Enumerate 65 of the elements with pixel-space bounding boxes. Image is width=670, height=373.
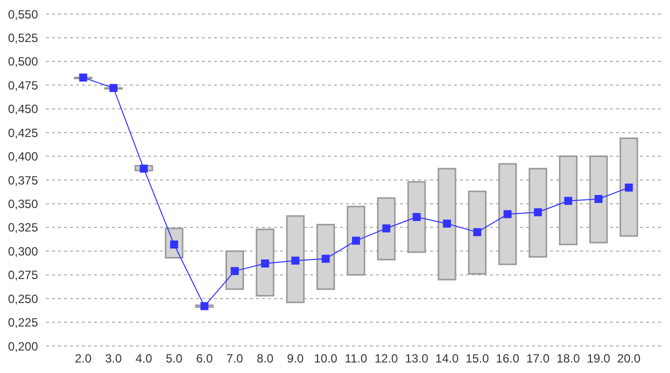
x-tick-label: 16.0 (496, 352, 520, 366)
point (200, 302, 208, 310)
point (504, 210, 512, 218)
x-tick-label: 3.0 (105, 352, 122, 366)
point (624, 184, 633, 192)
x-tick-label: 20.0 (617, 352, 641, 366)
bar (468, 190, 487, 275)
x-tick-label: 19.0 (586, 352, 611, 366)
point (230, 267, 239, 276)
x-tick-label: 10.0 (314, 352, 338, 366)
point (261, 259, 270, 268)
x-tick-label: 9.0 (287, 352, 304, 366)
x-tick-label: 11.0 (344, 352, 368, 366)
point (322, 254, 330, 263)
y-tick-label: 0,275 (8, 268, 38, 282)
x-tick-label: 7.0 (226, 352, 244, 366)
point (291, 256, 300, 265)
point (79, 74, 88, 82)
bar (620, 138, 638, 237)
point (352, 236, 360, 245)
x-tick-label: 6.0 (196, 352, 214, 366)
bar (438, 168, 456, 280)
point (412, 212, 421, 221)
x-tick-label: 4.0 (135, 352, 152, 366)
y-tick-label: 0,475 (8, 78, 38, 92)
y-tick-label: 0,425 (8, 126, 38, 140)
y-tick-label: 0,375 (8, 173, 38, 188)
x-tick-label: 18.0 (556, 352, 580, 366)
x-tick-label: 14.0 (435, 352, 459, 366)
x-tick-label: 12.0 (374, 352, 398, 366)
bar (316, 224, 335, 290)
y-tick-label: 0,500 (8, 54, 38, 69)
bar (589, 156, 608, 244)
bar (286, 215, 305, 304)
y-tick-label: 0,525 (8, 30, 38, 45)
y-tick-label: 0,300 (8, 244, 38, 258)
bar (377, 197, 396, 260)
y-tick-label: 0,450 (8, 102, 38, 116)
y-tick-label: 0,400 (8, 150, 38, 164)
bar (528, 168, 548, 258)
bar (256, 228, 274, 296)
y-tick-label: 0,325 (8, 220, 38, 235)
point (564, 196, 572, 205)
bar (407, 181, 426, 253)
point (473, 228, 482, 236)
y-tick-label: 0,200 (8, 339, 38, 354)
x-tick-label: 13.0 (404, 352, 429, 366)
bar (498, 163, 517, 266)
point (140, 164, 148, 173)
point (442, 220, 451, 228)
point (594, 194, 603, 203)
point (534, 208, 542, 216)
x-tick-label: 15.0 (466, 352, 490, 366)
x-tick-label: 8.0 (256, 352, 274, 366)
y-tick-label: 0,350 (8, 196, 38, 211)
x-tick-label: 17.0 (526, 352, 550, 366)
x-tick-label: 2.0 (74, 352, 92, 366)
y-tick-label: 0,250 (8, 292, 38, 306)
bar (346, 206, 366, 276)
x-tick-label: 5.0 (166, 352, 183, 366)
point (382, 224, 390, 232)
y-tick-label: 0,225 (8, 316, 38, 330)
y-tick-label: 0,550 (8, 7, 38, 22)
bar (558, 156, 578, 246)
point (109, 84, 118, 92)
